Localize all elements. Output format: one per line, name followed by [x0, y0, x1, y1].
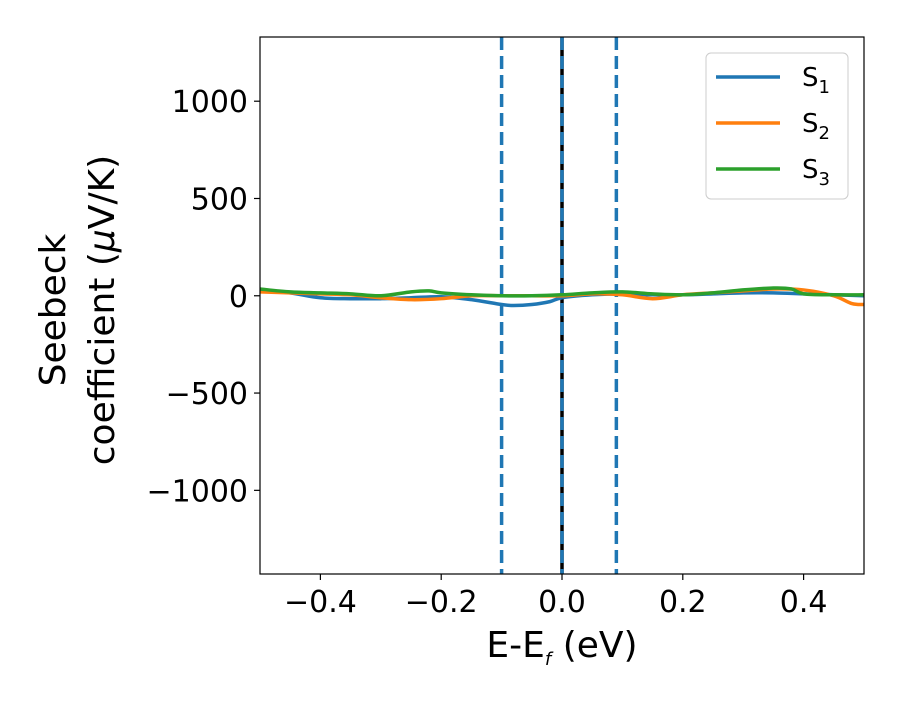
y-axis-label-line1: Seebeck — [33, 233, 74, 386]
y-axis-label: Seebeck coefficient (μV/K) — [33, 155, 123, 465]
y-axis-label-line2: coefficient (μV/K) — [82, 155, 123, 465]
x-tick-label: 0.4 — [780, 585, 828, 620]
x-tick-label: −0.4 — [284, 585, 357, 620]
y-axis-ticks: −1000 −500 0 500 1000 — [147, 85, 260, 509]
legend-label-s3: S3 — [802, 155, 830, 190]
legend: S1 S2 S3 — [705, 52, 849, 200]
y-tick-label: 1000 — [172, 85, 248, 120]
y-tick-label: −500 — [166, 377, 248, 412]
legend-label-s1: S1 — [802, 63, 830, 98]
x-tick-label: 0.2 — [659, 585, 707, 620]
legend-label-s2: S2 — [802, 109, 830, 144]
x-axis-ticks: −0.4 −0.2 0.0 0.2 0.4 — [284, 574, 827, 620]
x-axis-label-subscript: f — [545, 649, 554, 670]
series-lines — [260, 286, 864, 308]
y-tick-label: −1000 — [147, 474, 248, 509]
y-tick-label: 0 — [229, 280, 248, 315]
series-line-s3 — [260, 286, 864, 298]
x-tick-label: 0.0 — [538, 585, 586, 620]
series-line-s1 — [260, 288, 864, 308]
x-tick-label: −0.2 — [405, 585, 478, 620]
legend-box — [705, 52, 849, 200]
y-tick-label: 500 — [191, 182, 248, 217]
x-axis-label: E-Ef (eV) — [486, 625, 637, 670]
